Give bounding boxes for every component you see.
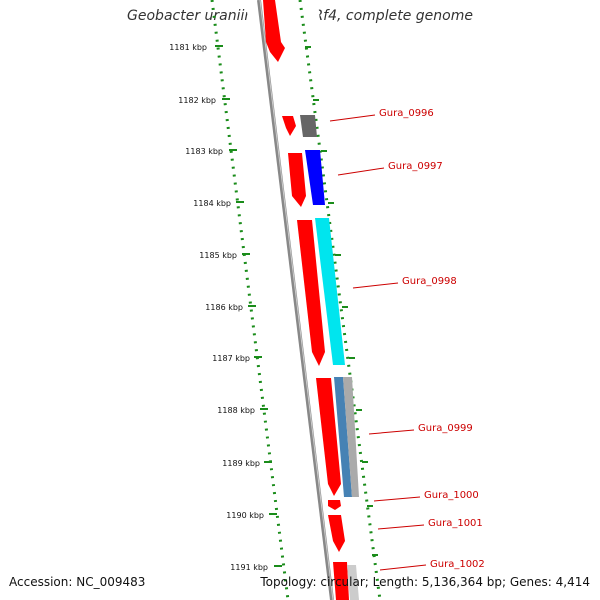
label-connector bbox=[373, 496, 421, 502]
cds-feature bbox=[297, 220, 325, 366]
cds-feature bbox=[333, 562, 349, 600]
cds-feature bbox=[328, 515, 345, 552]
gene-feature-Gura_0998 bbox=[315, 218, 345, 365]
gene-label[interactable]: Gura_0999 bbox=[418, 423, 473, 434]
gene-label[interactable]: Gura_0997 bbox=[388, 161, 443, 172]
cds-feature bbox=[328, 500, 341, 510]
ruler-tick-label: 1189 kbp bbox=[222, 459, 260, 468]
label-connector bbox=[368, 429, 415, 435]
label-connector bbox=[379, 564, 427, 571]
label-connector bbox=[377, 524, 425, 530]
cds-feature bbox=[316, 378, 341, 496]
label-connector bbox=[337, 167, 385, 176]
gene-labels: Gura_0996 Gura_0997 Gura_0998 Gura_0999 … bbox=[379, 108, 485, 570]
cds-feature bbox=[288, 153, 306, 207]
gene-feature-Gura_1002 bbox=[347, 565, 359, 600]
genome-backbone bbox=[257, 0, 334, 600]
gene-feature-Gura_0996 bbox=[300, 115, 317, 137]
ruler-ticks: 1181 kbp 1182 kbp 1183 kbp 1184 kbp 1185… bbox=[169, 43, 282, 572]
gene-label[interactable]: Gura_1000 bbox=[424, 490, 479, 501]
ruler-tick-label: 1183 kbp bbox=[185, 147, 223, 156]
genome-backbone-highlight bbox=[259, 0, 334, 600]
gene-label[interactable]: Gura_0998 bbox=[402, 276, 457, 287]
annotation-track bbox=[300, 115, 359, 600]
ruler-tick-label: 1190 kbp bbox=[226, 511, 264, 520]
ruler-tick-label: 1181 kbp bbox=[169, 43, 207, 52]
label-connector bbox=[352, 282, 399, 289]
ruler-tick-label: 1185 kbp bbox=[199, 251, 237, 260]
gene-feature-Gura_0997 bbox=[305, 150, 325, 205]
cds-feature bbox=[282, 116, 296, 136]
gene-label[interactable]: Gura_1002 bbox=[430, 559, 485, 570]
ruler-tick-label: 1186 kbp bbox=[205, 303, 243, 312]
gene-feature-Gura_0999-shade bbox=[343, 377, 359, 497]
ruler-tick-label: 1191 kbp bbox=[230, 563, 268, 572]
ruler-tick-label: 1187 kbp bbox=[212, 354, 250, 363]
genome-summary-text: Topology: circular; Length: 5,136,364 bp… bbox=[260, 575, 590, 589]
ruler-tick-label: 1184 kbp bbox=[193, 199, 231, 208]
accession-text: Accession: NC_009483 bbox=[9, 575, 146, 589]
cds-feature bbox=[263, 0, 285, 62]
ruler-ticks-right bbox=[305, 46, 378, 556]
forward-cds-track bbox=[263, 0, 349, 600]
ruler-tick-label: 1188 kbp bbox=[217, 406, 255, 415]
ruler-line-right bbox=[298, 0, 382, 600]
gene-feature-Gura_0999 bbox=[334, 377, 352, 497]
gene-label[interactable]: Gura_1001 bbox=[428, 518, 483, 529]
label-connector bbox=[329, 114, 376, 122]
gene-label-connectors bbox=[329, 114, 427, 571]
gene-label[interactable]: Gura_0996 bbox=[379, 108, 434, 119]
ruler-tick-label: 1182 kbp bbox=[178, 96, 216, 105]
